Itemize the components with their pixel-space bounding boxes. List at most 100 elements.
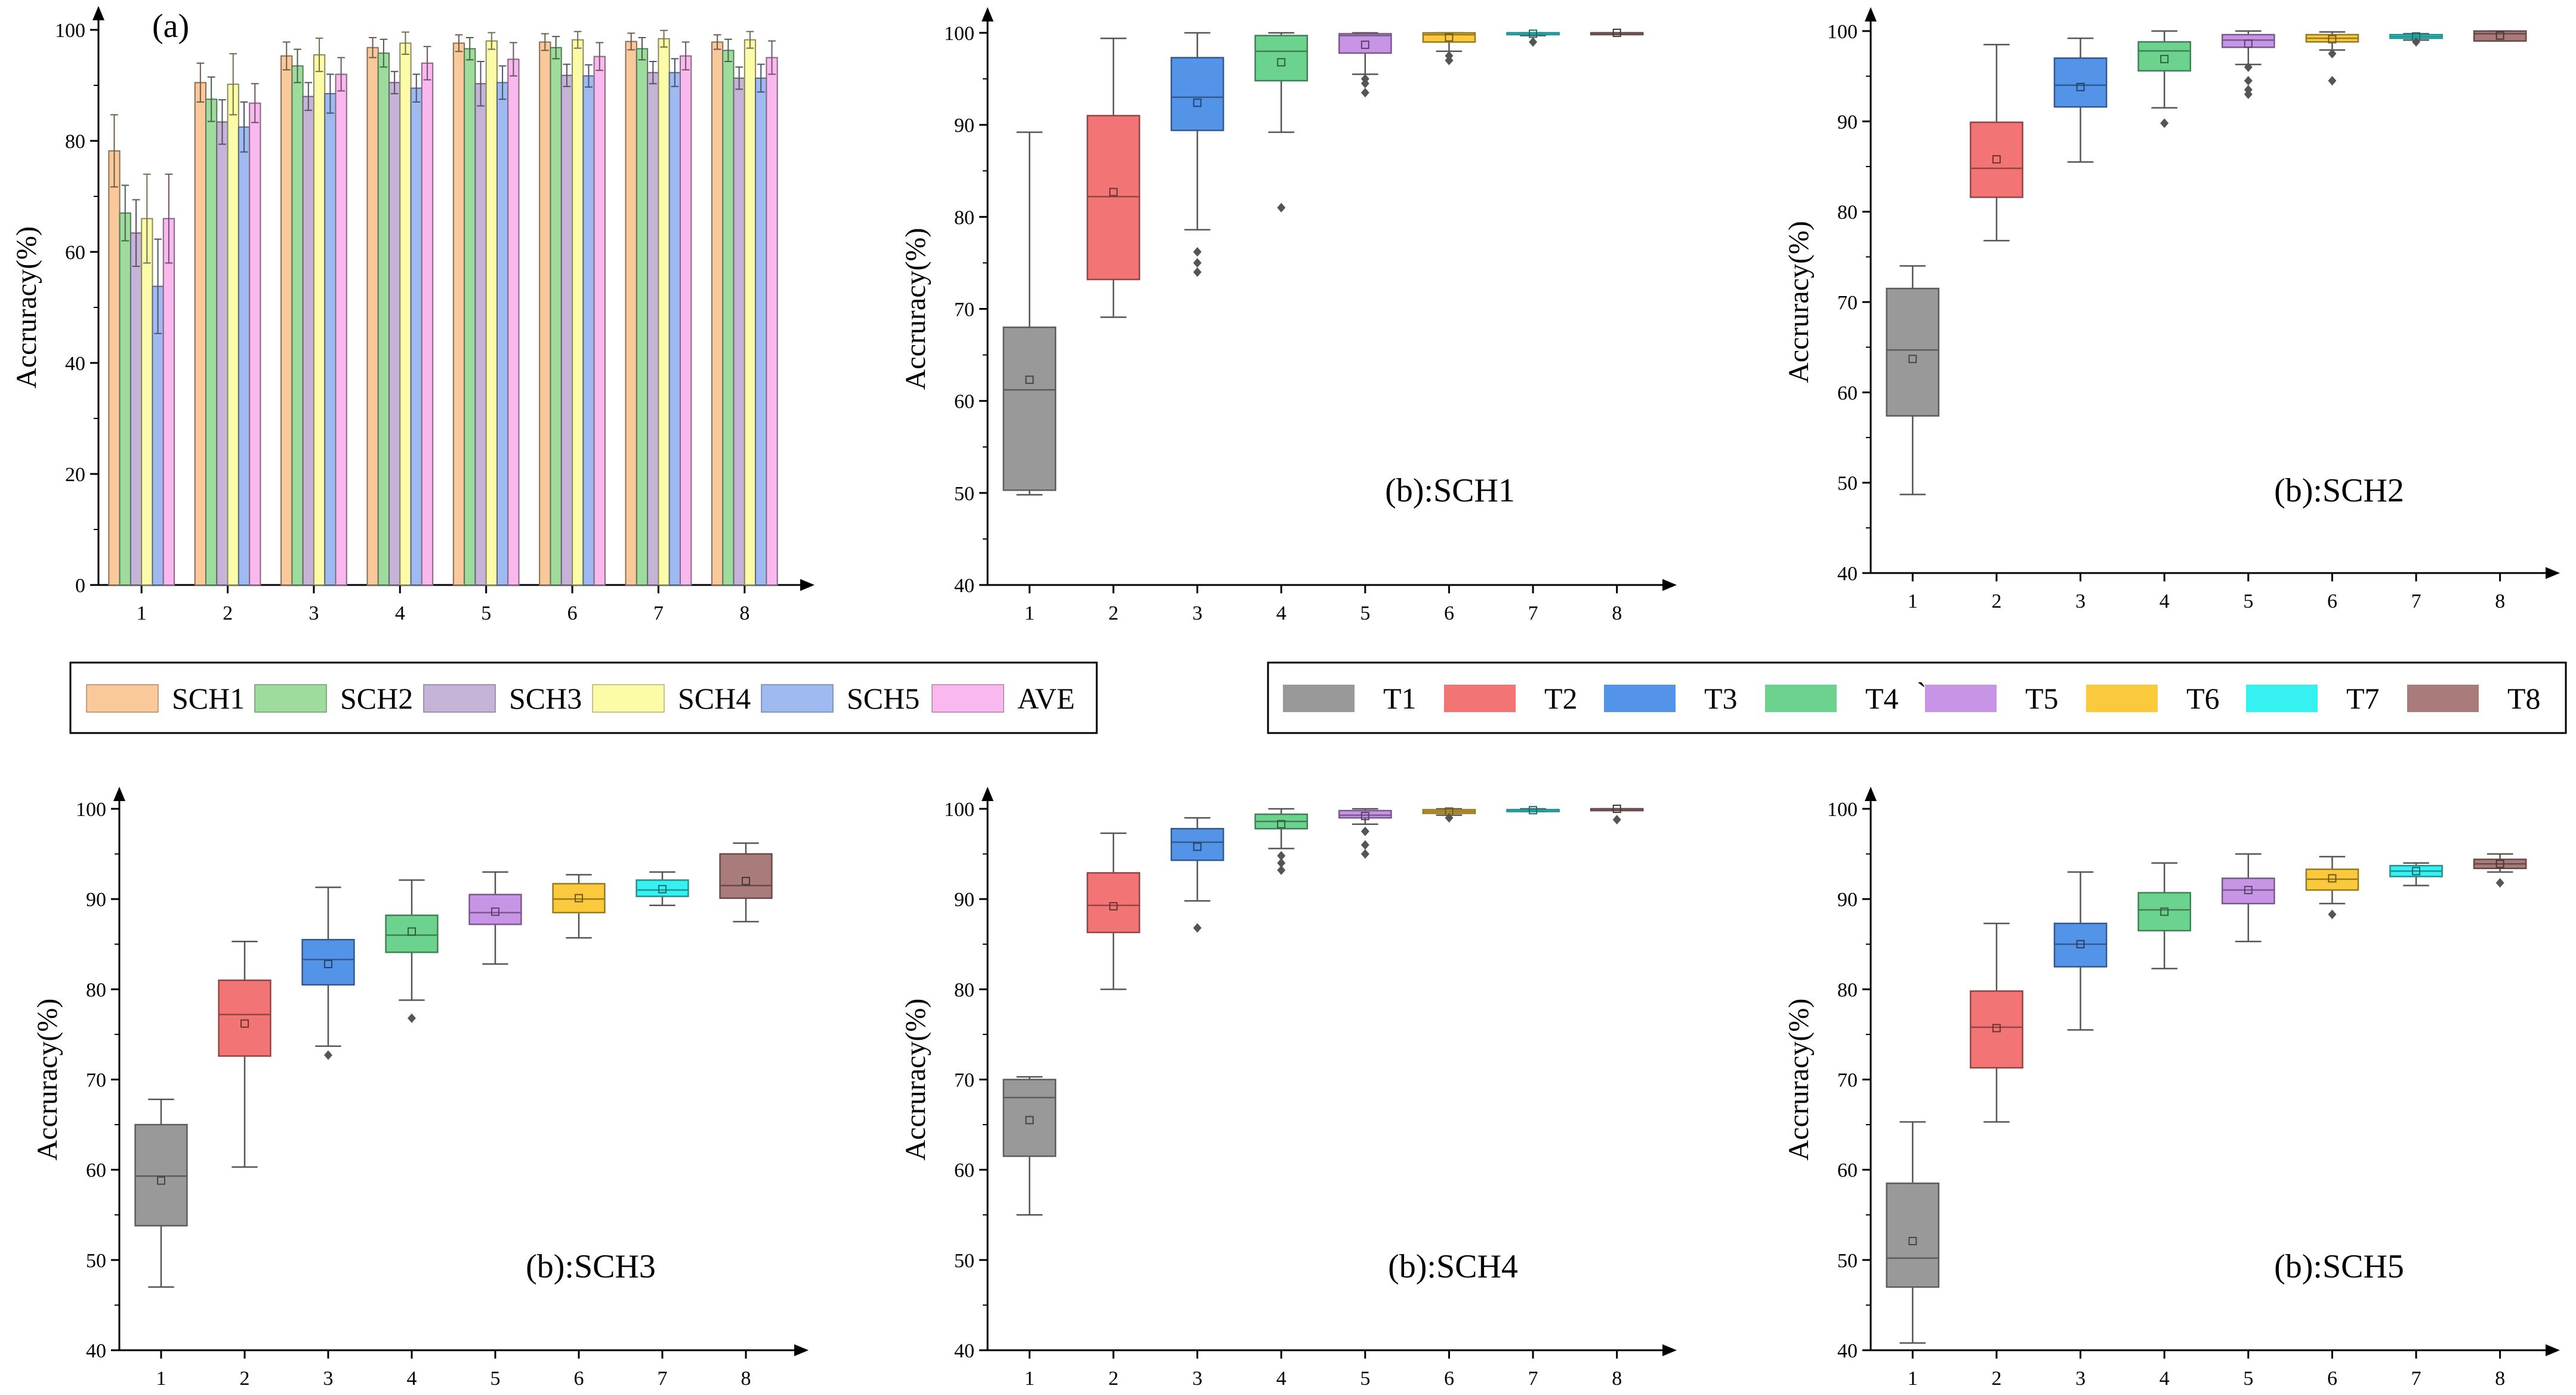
y-tick-label: 100 [55, 20, 85, 42]
x-tick-label: 6 [574, 1368, 584, 1390]
box-t4 [1254, 808, 1309, 875]
x-tick-label: 7 [1528, 602, 1538, 624]
bar-sch1 [366, 47, 379, 586]
x-tick-label: 6 [1444, 1368, 1454, 1390]
panel-b-sch2: 40 50 60 70 80 90 100 1 2 3 4 5 6 7 8 Accruracy(%) (b):S… [1783, 7, 2560, 612]
x-tick-label: 5 [490, 1368, 501, 1390]
y-tick-label: 60 [954, 1160, 974, 1182]
bar-sch3 [647, 72, 659, 586]
y-axis-label: Accruracy(%) [1783, 999, 1815, 1161]
legend-label-t3: T3 [1704, 682, 1738, 715]
x-axis-arrow [2546, 567, 2560, 579]
box-t6 [552, 874, 606, 939]
outlier-point [1193, 267, 1202, 277]
outlier-point [2160, 118, 2169, 128]
y-tick-label: 70 [86, 1070, 106, 1092]
mean-marker [575, 894, 583, 903]
box-t2 [1087, 832, 1140, 990]
y-tick-label: 100 [944, 23, 974, 45]
x-tick-label: 1 [1025, 1368, 1035, 1390]
mean-marker [2328, 35, 2337, 44]
x-tick-label: 7 [2411, 590, 2421, 612]
bar-sch2 [291, 65, 304, 586]
legend-label-t8: T8 [2507, 682, 2541, 715]
mean-marker [157, 1176, 165, 1185]
x-tick-label: 4 [407, 1368, 417, 1390]
box-t6 [2305, 855, 2359, 919]
y-tick-label: 90 [1837, 111, 1858, 133]
mean-marker [1025, 1116, 1034, 1125]
outlier-point [2412, 37, 2421, 47]
x-tick-label: 8 [2495, 1368, 2505, 1390]
mean-marker [658, 885, 667, 894]
mean-marker [1361, 812, 1369, 821]
box-iqr [1338, 33, 1392, 54]
box-t5 [2221, 853, 2275, 943]
bar-sch1 [108, 150, 121, 586]
legend-label-t2: T2 [1544, 682, 1578, 715]
bar-sch2 [464, 48, 476, 586]
bar-sch2 [550, 47, 562, 586]
bar-sch4 [227, 84, 239, 586]
y-axis-label: Accruracy(%) [32, 999, 63, 1161]
mean-marker [1908, 1237, 1917, 1246]
x-tick-label: 5 [1360, 602, 1370, 624]
bar-ave [249, 102, 261, 586]
box-iqr [2053, 57, 2108, 108]
bar-sch2 [377, 53, 390, 586]
mean-marker [2076, 940, 2085, 949]
outlier-point [1361, 88, 1369, 98]
box-iqr [218, 979, 272, 1057]
box-iqr [2053, 922, 2108, 968]
box-t2 [1970, 922, 2023, 1123]
x-tick-label: 5 [2243, 1368, 2253, 1390]
x-tick-label: 8 [1612, 602, 1622, 624]
x-tick-label: 3 [2075, 590, 2086, 612]
y-axis-label: Accruracy(%) [1783, 221, 1815, 383]
box-t4 [2137, 862, 2192, 969]
bar-sch2 [722, 50, 735, 586]
x-tick-label: 7 [2411, 1368, 2421, 1390]
panel-b-sch5: 40 50 60 70 80 90 100 1 2 3 4 5 6 7 8 Accruracy(%) (b):S… [1783, 787, 2560, 1390]
x-tick-label: 2 [1991, 590, 2001, 612]
outlier-point [1445, 813, 1454, 823]
mean-marker [2244, 886, 2253, 895]
x-tick-label: 4 [2159, 590, 2170, 612]
outlier-point [2328, 48, 2337, 58]
box-iqr [1170, 57, 1224, 131]
y-tick-label: 40 [65, 353, 85, 375]
legend-label-t1: T1 [1383, 682, 1417, 715]
mean-marker [1445, 33, 1454, 42]
legend-swatch-sch3 [423, 684, 496, 713]
legend-swatch-t6 [2086, 685, 2158, 712]
box-iqr [2137, 41, 2192, 72]
x-tick-label: 6 [1444, 602, 1454, 624]
bar-sch4 [572, 39, 584, 586]
panel-label: (b):SCH4 [1388, 1248, 1518, 1285]
x-tick-label: 8 [739, 602, 749, 624]
panel-b-sch4: 40 50 60 70 80 90 100 1 2 3 4 5 6 7 8 Accruracy(%) (b):S… [900, 787, 1677, 1390]
mean-marker [1908, 355, 1917, 364]
box-iqr [1886, 288, 1940, 417]
panel-label: (b):SCH3 [526, 1248, 656, 1285]
legend-label-sch3: SCH3 [509, 682, 582, 715]
x-tick-label: 4 [1276, 602, 1287, 624]
x-tick-label: 2 [1108, 602, 1118, 624]
box-t5 [1338, 32, 1392, 98]
panel-b-sch1: 40 50 60 70 80 90 100 1 2 3 4 5 6 7 8 Accruracy(%) (b):S… [900, 7, 1677, 624]
y-tick-label: 80 [1837, 202, 1858, 224]
y-tick-label: 80 [954, 207, 974, 229]
box-iqr [385, 914, 439, 953]
outlier-point [1193, 247, 1202, 257]
mean-marker [1992, 1024, 2001, 1033]
x-tick-label: 3 [308, 602, 319, 624]
x-tick-label: 5 [1360, 1368, 1370, 1390]
y-axis-label: Accruracy(%) [900, 228, 931, 390]
bar-sch2 [119, 212, 131, 586]
x-tick-label: 6 [2327, 590, 2337, 612]
bar-sch5 [237, 126, 251, 586]
y-axis-arrow [92, 6, 104, 20]
y-tick-label: 60 [954, 391, 974, 413]
x-tick-label: 6 [2327, 1368, 2337, 1390]
